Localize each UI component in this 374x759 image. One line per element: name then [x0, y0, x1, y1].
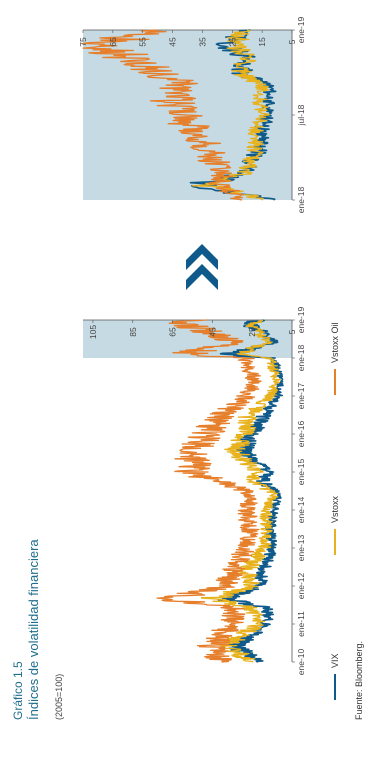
- figure-source: Fuente: Bloomberg.: [354, 641, 364, 720]
- chevron-shape: [186, 264, 218, 290]
- figure-title: Índices de volatilidad financiera: [26, 539, 41, 720]
- y-tick-label: 75: [78, 37, 88, 47]
- legend-label: Vstoxx Oil: [330, 322, 340, 363]
- series-line-vstoxx: [191, 29, 270, 201]
- y-tick-label: 105: [88, 325, 98, 339]
- x-tick-label: ene-15: [296, 458, 306, 485]
- y-tick-label: 45: [207, 327, 217, 337]
- legend-label: VIX: [330, 653, 340, 668]
- x-tick-label: ene-18: [296, 186, 306, 213]
- y-tick-label: 15: [257, 37, 267, 47]
- main-series-lines: [156, 319, 284, 663]
- figure-unit: (2005=100): [54, 674, 64, 720]
- x-tick-label: ene-16: [296, 420, 306, 447]
- series-line-vstoxx: [200, 319, 281, 663]
- zoom-series-lines: [82, 29, 277, 201]
- chevron-left-arrow-icon: [186, 244, 218, 290]
- x-tick-label: ene-11: [296, 611, 306, 637]
- zoom-y-ticks: 5 15 25 35 45 55 65 75: [78, 30, 297, 47]
- x-tick-label: jul-18: [296, 104, 306, 126]
- y-tick-label: 65: [168, 327, 178, 337]
- figure-label: Gráfico 1.5: [11, 661, 25, 720]
- legend-label: Vstoxx: [330, 495, 340, 523]
- x-tick-label: ene-19: [296, 306, 306, 333]
- legend: VIX Vstoxx Vstoxx Oil: [330, 322, 340, 700]
- y-tick-label: 25: [227, 37, 237, 47]
- zoom-x-ticks: ene-18 jul-18 ene-19: [292, 16, 306, 213]
- main-y-ticks: 5 25 45 65 85 105: [88, 320, 297, 339]
- y-tick-label: 55: [138, 37, 148, 47]
- series-line-vstoxx-oil: [156, 319, 262, 663]
- chevron-shape: [186, 244, 218, 270]
- x-tick-label: ene-10: [296, 648, 306, 675]
- y-tick-label: 85: [128, 327, 138, 337]
- x-tick-label: ene-14: [296, 496, 306, 523]
- x-tick-label: ene-18: [296, 344, 306, 371]
- y-tick-label: 5: [287, 329, 297, 334]
- chart-zoom: 5 15 25 35 45 55 65 75 ene-18 jul-18 ene-19: [78, 16, 306, 213]
- x-tick-label: ene-13: [296, 534, 306, 561]
- series-line-vix: [217, 319, 284, 663]
- y-tick-label: 65: [108, 37, 118, 47]
- y-tick-label: 5: [287, 39, 297, 44]
- y-tick-label: 45: [168, 37, 178, 47]
- x-tick-label: ene-19: [296, 16, 306, 43]
- x-tick-label: ene-12: [296, 572, 306, 599]
- main-x-ticks: ene-10 ene-11 ene-12 ene-13 ene-14 ene-15 ene-…: [292, 306, 306, 675]
- x-tick-label: ene-17: [296, 382, 306, 409]
- y-tick-label: 25: [247, 327, 257, 337]
- main-axes: [83, 319, 293, 662]
- series-line-vstoxx-oil: [82, 29, 245, 201]
- y-tick-label: 35: [197, 37, 207, 47]
